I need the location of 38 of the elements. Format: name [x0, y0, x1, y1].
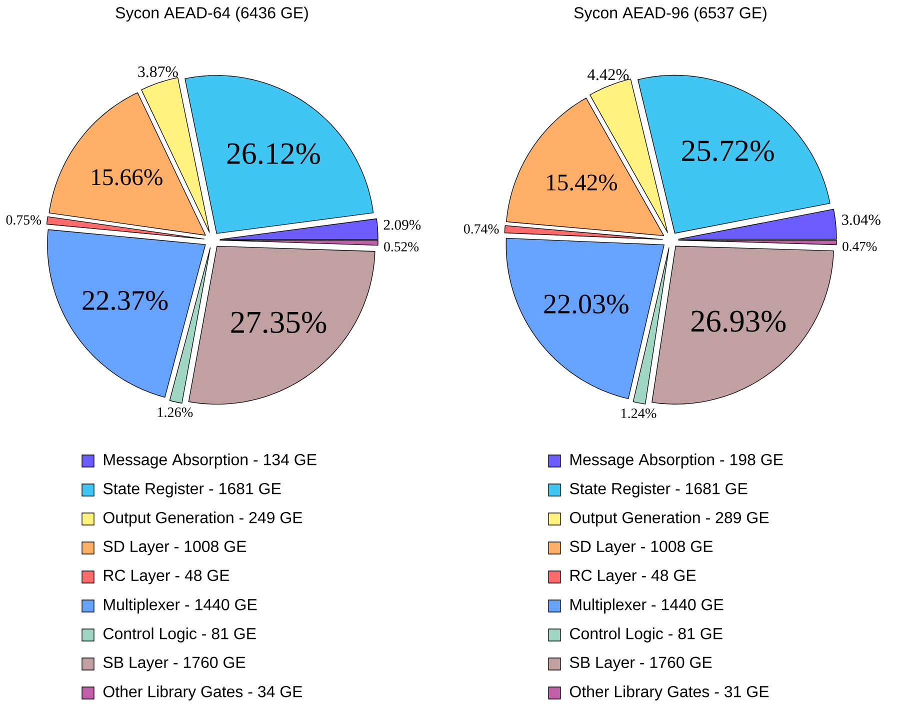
data-label: 15.42%	[547, 174, 618, 191]
data-label: 26.93%	[691, 310, 786, 332]
legend-label: RC Layer - 48 GE	[104, 570, 230, 584]
legend-label: State Register - 1681 GE	[570, 482, 748, 498]
legend-label: Multiplexer - 1440 GE	[104, 598, 257, 614]
legend-label: Other Library Gates - 34 GE	[103, 686, 302, 700]
data-label: 1.24%	[621, 408, 656, 418]
legend-label: RC Layer - 48 GE	[570, 570, 696, 584]
legend-label: SB Layer - 1760 GE	[570, 656, 712, 672]
data-label: 0.75%	[6, 215, 42, 225]
legend-label: SD Layer - 1008 GE	[103, 540, 246, 556]
data-label: 2.09%	[384, 220, 421, 230]
chart-title: Sycon AEAD-64 (6436 GE)	[116, 6, 308, 22]
legend-label: Message Absorption - 134 GE	[104, 454, 316, 468]
data-label: 0.52%	[384, 242, 419, 252]
legend-label: Output Generation - 289 GE	[570, 512, 769, 526]
legend-label: SB Layer - 1760 GE	[103, 656, 246, 672]
legend-label: Other Library Gates - 31 GE	[570, 686, 769, 700]
legend-label: Control Logic - 81 GE	[104, 628, 256, 642]
legend-label: State Register - 1681 GE	[103, 482, 281, 498]
data-label: 22.03%	[544, 294, 628, 314]
legend-label: Output Generation - 249 GE	[103, 512, 302, 526]
data-label: 3.87%	[138, 66, 178, 78]
data-label: 26.12%	[227, 143, 320, 164]
legend-label: Message Absorption - 198 GE	[570, 454, 783, 468]
data-label: 15.66%	[92, 169, 162, 186]
data-label: 1.26%	[158, 407, 193, 418]
data-label: 3.04%	[842, 214, 880, 225]
data-label: 0.74%	[464, 224, 499, 234]
data-label: 22.37%	[82, 290, 168, 310]
legend-label: SD Layer - 1008 GE	[570, 540, 713, 556]
data-label: 4.42%	[588, 69, 629, 80]
legend-label: Multiplexer - 1440 GE	[570, 598, 724, 614]
data-label: 0.47%	[842, 242, 877, 252]
data-label: 27.35%	[231, 312, 326, 334]
chart-title: Sycon AEAD-96 (6537 GE)	[574, 6, 766, 22]
data-label: 25.72%	[682, 140, 774, 162]
legend-label: Control Logic - 81 GE	[570, 628, 722, 642]
